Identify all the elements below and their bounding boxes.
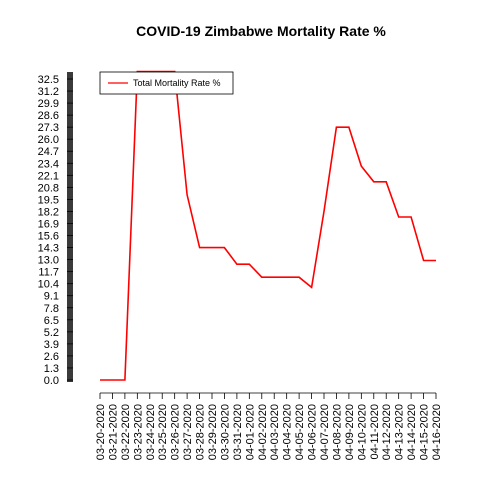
y-tick-label: 28.6 [38, 110, 59, 122]
y-tick-label: 20.8 [38, 182, 59, 194]
y-tick-label: 10.4 [38, 279, 59, 291]
y-tick-label: 23.4 [38, 158, 59, 170]
y-tick-label: 32.5 [38, 74, 59, 86]
x-tick-label: 03-31-2020 [232, 404, 244, 460]
x-tick-label: 03-21-2020 [107, 404, 119, 460]
x-tick-label: 03-29-2020 [207, 404, 219, 460]
chart-title: COVID-19 Zimbabwe Mortality Rate % [136, 23, 386, 39]
x-tick-label: 04-11-2020 [369, 404, 381, 459]
y-tick-label: 29.9 [38, 98, 59, 110]
y-tick-label: 27.3 [38, 122, 59, 134]
x-tick-label: 04-07-2020 [319, 404, 331, 460]
x-tick-label: 04-13-2020 [394, 404, 406, 460]
y-tick-label: 1.3 [44, 363, 59, 375]
legend: Total Mortality Rate % [99, 71, 234, 95]
x-tick-label: 03-23-2020 [132, 404, 144, 460]
y-tick-label: 26.0 [38, 134, 59, 146]
x-tick-label: 04-12-2020 [381, 404, 393, 460]
legend-label: Total Mortality Rate % [133, 78, 221, 88]
x-tick-label: 03-28-2020 [195, 404, 207, 460]
x-tick-label: 03-25-2020 [157, 404, 169, 460]
series-line-total-mortality-rate [100, 70, 436, 381]
x-tick-label: 03-30-2020 [219, 404, 231, 460]
x-tick-label: 04-08-2020 [331, 404, 343, 460]
y-tick-label: 6.5 [44, 315, 59, 327]
x-tick-label: 04-06-2020 [307, 404, 319, 460]
y-tick-label: 0.0 [44, 375, 59, 387]
x-tick-label: 03-20-2020 [95, 404, 107, 460]
y-tick-label: 24.7 [38, 146, 59, 158]
y-tick-label: 22.1 [38, 170, 59, 182]
y-tick-label: 2.6 [44, 351, 59, 363]
y-tick-label: 19.5 [38, 194, 59, 206]
x-tick-label: 04-09-2020 [344, 404, 356, 460]
x-tick-label: 03-26-2020 [170, 404, 182, 460]
x-tick-label: 04-03-2020 [269, 404, 281, 460]
x-tick-label: 04-16-2020 [431, 404, 443, 460]
y-tick-label: 14.3 [38, 243, 59, 255]
x-tick-label: 04-01-2020 [244, 404, 256, 460]
y-tick-label: 15.6 [38, 231, 59, 243]
y-axis: 0.01.32.63.95.26.57.89.110.411.713.014.3… [38, 74, 73, 387]
y-tick-label: 16.9 [38, 218, 59, 230]
x-tick-label: 04-15-2020 [419, 404, 431, 460]
x-tick-label: 04-04-2020 [282, 404, 294, 460]
y-tick-label: 18.2 [38, 206, 59, 218]
y-tick-label: 9.1 [44, 291, 59, 303]
x-tick-label: 03-22-2020 [120, 404, 132, 460]
y-tick-label: 11.7 [38, 267, 59, 279]
y-tick-label: 13.0 [38, 255, 59, 267]
x-tick-label: 04-02-2020 [257, 404, 269, 460]
x-tick-label: 04-05-2020 [294, 404, 306, 460]
legend-box [99, 71, 234, 95]
y-tick-label: 3.9 [44, 339, 59, 351]
x-axis: 03-20-2020 03-21-2020 03-22-2020 03-23-2020… [95, 392, 443, 460]
x-tick-label: 04-10-2020 [356, 404, 368, 460]
x-tick-label: 03-27-2020 [182, 404, 194, 460]
y-tick-label: 5.2 [44, 327, 59, 339]
y-tick-label: 31.2 [38, 86, 59, 98]
y-axis-band [67, 72, 73, 382]
x-tick-label: 03-24-2020 [145, 404, 157, 460]
y-tick-label: 7.8 [44, 303, 59, 315]
x-tick-label: 04-14-2020 [406, 404, 418, 460]
